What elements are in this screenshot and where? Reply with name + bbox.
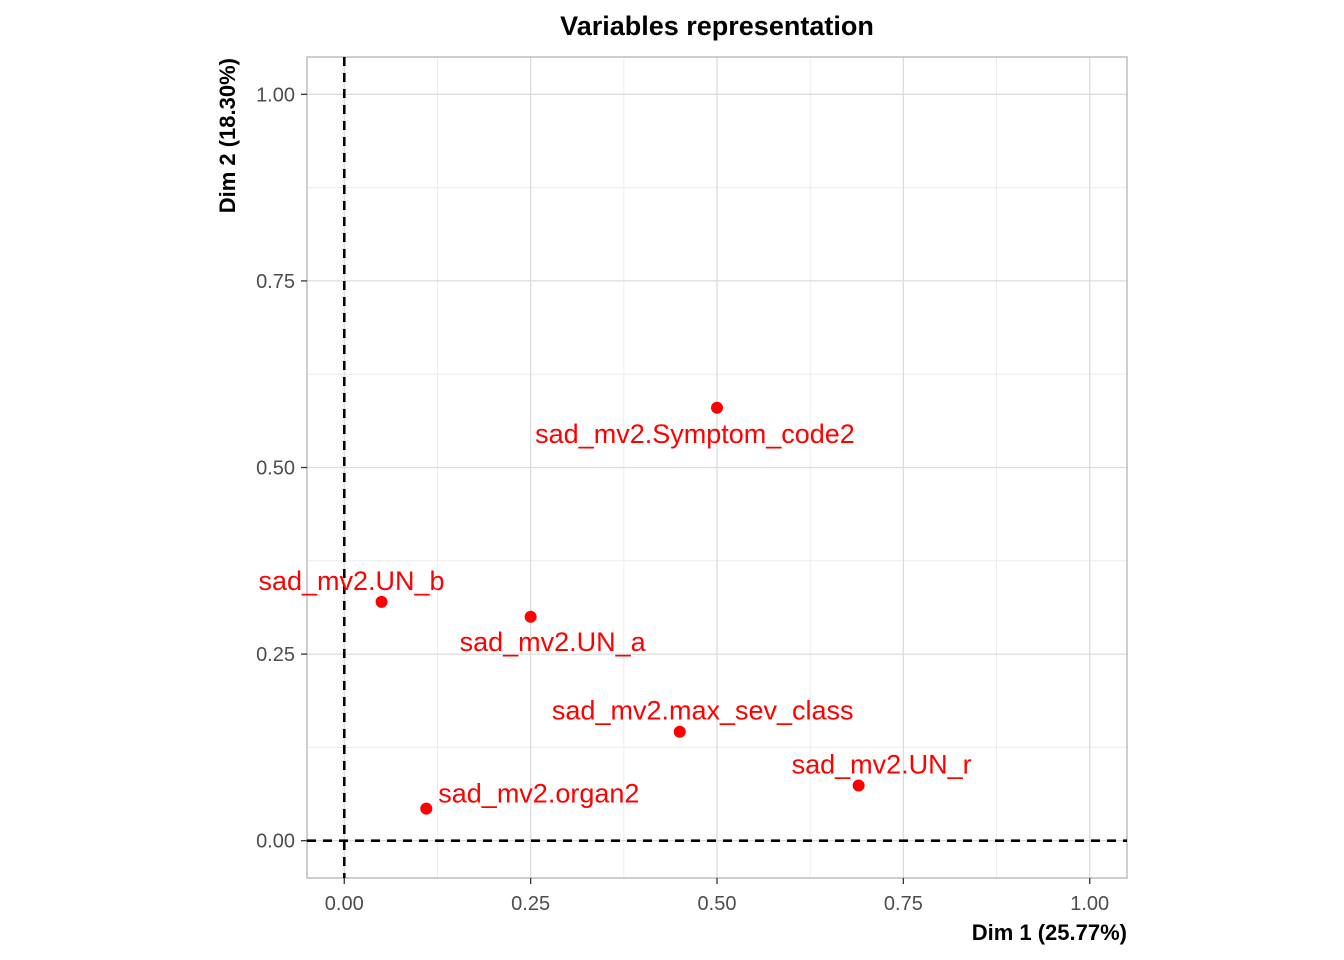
y-tick-label: 0.75 [256,271,295,293]
y-axis-title: Dim 2 (18.30%) [215,58,240,213]
point-label: sad_mv2.UN_a [460,627,647,657]
point-label: sad_mv2.UN_b [258,566,444,596]
x-tick-label: 1.00 [1070,893,1109,915]
point-label: sad_mv2.max_sev_class [552,696,854,726]
x-tick-label: 0.75 [884,893,923,915]
point-label: sad_mv2.Symptom_code2 [535,419,855,449]
x-tick-label: 0.00 [325,893,364,915]
x-tick-label: 0.25 [511,893,550,915]
x-axis-title: Dim 1 (25.77%) [972,920,1127,945]
y-tick-label: 0.00 [256,831,295,853]
data-point [673,725,686,738]
data-point [711,401,723,414]
point-label: sad_mv2.UN_r [792,749,972,779]
y-tick-label: 0.25 [256,644,295,666]
data-point [375,595,388,608]
y-tick-label: 1.00 [256,84,295,106]
data-point [524,610,537,623]
data-point [852,779,865,792]
point-label: sad_mv2.organ2 [438,779,639,809]
grid-lines [307,57,1127,878]
chart-title: Variables representation [560,11,874,41]
y-tick-label: 0.50 [256,458,295,480]
data-point [420,802,433,815]
x-tick-label: 0.50 [698,893,737,915]
